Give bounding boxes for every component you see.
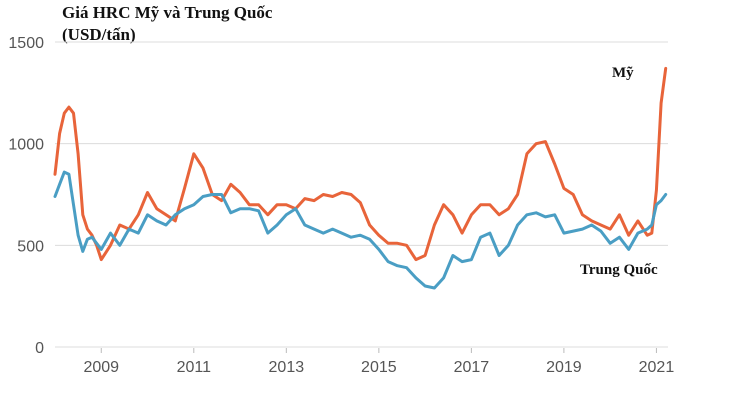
series-label-china: Trung Quốc — [580, 262, 658, 278]
y-tick-label: 500 — [17, 238, 44, 255]
series-line-china — [53, 170, 668, 290]
x-tick-label: 2011 — [177, 359, 212, 376]
x-tick-label: 2015 — [361, 359, 397, 376]
x-tick-label: 2021 — [639, 359, 675, 376]
chart-title-block: Giá HRC Mỹ và Trung Quốc (USD/tấn) — [62, 2, 272, 46]
chart-subtitle: (USD/tấn) — [62, 25, 136, 44]
y-tick-labels: 0 500 1000 1500 — [8, 35, 44, 357]
chart-title: Giá HRC Mỹ và Trung Quốc — [62, 3, 273, 22]
x-tick-label: 2019 — [546, 359, 582, 376]
series-label-us: Mỹ — [612, 65, 634, 81]
y-tick-label: 1500 — [8, 35, 44, 52]
series-line-us — [53, 66, 668, 262]
y-tick-label: 1000 — [8, 137, 44, 154]
x-tick-label: 2017 — [454, 359, 490, 376]
x-tick-label: 2009 — [83, 359, 119, 376]
x-tick-label: 2013 — [269, 359, 305, 376]
y-tick-label: 0 — [35, 340, 44, 357]
x-tick-labels: 2009 2011 2013 2015 2017 2019 2021 — [83, 348, 674, 376]
gridlines — [55, 41, 668, 348]
series-lines — [53, 66, 668, 290]
